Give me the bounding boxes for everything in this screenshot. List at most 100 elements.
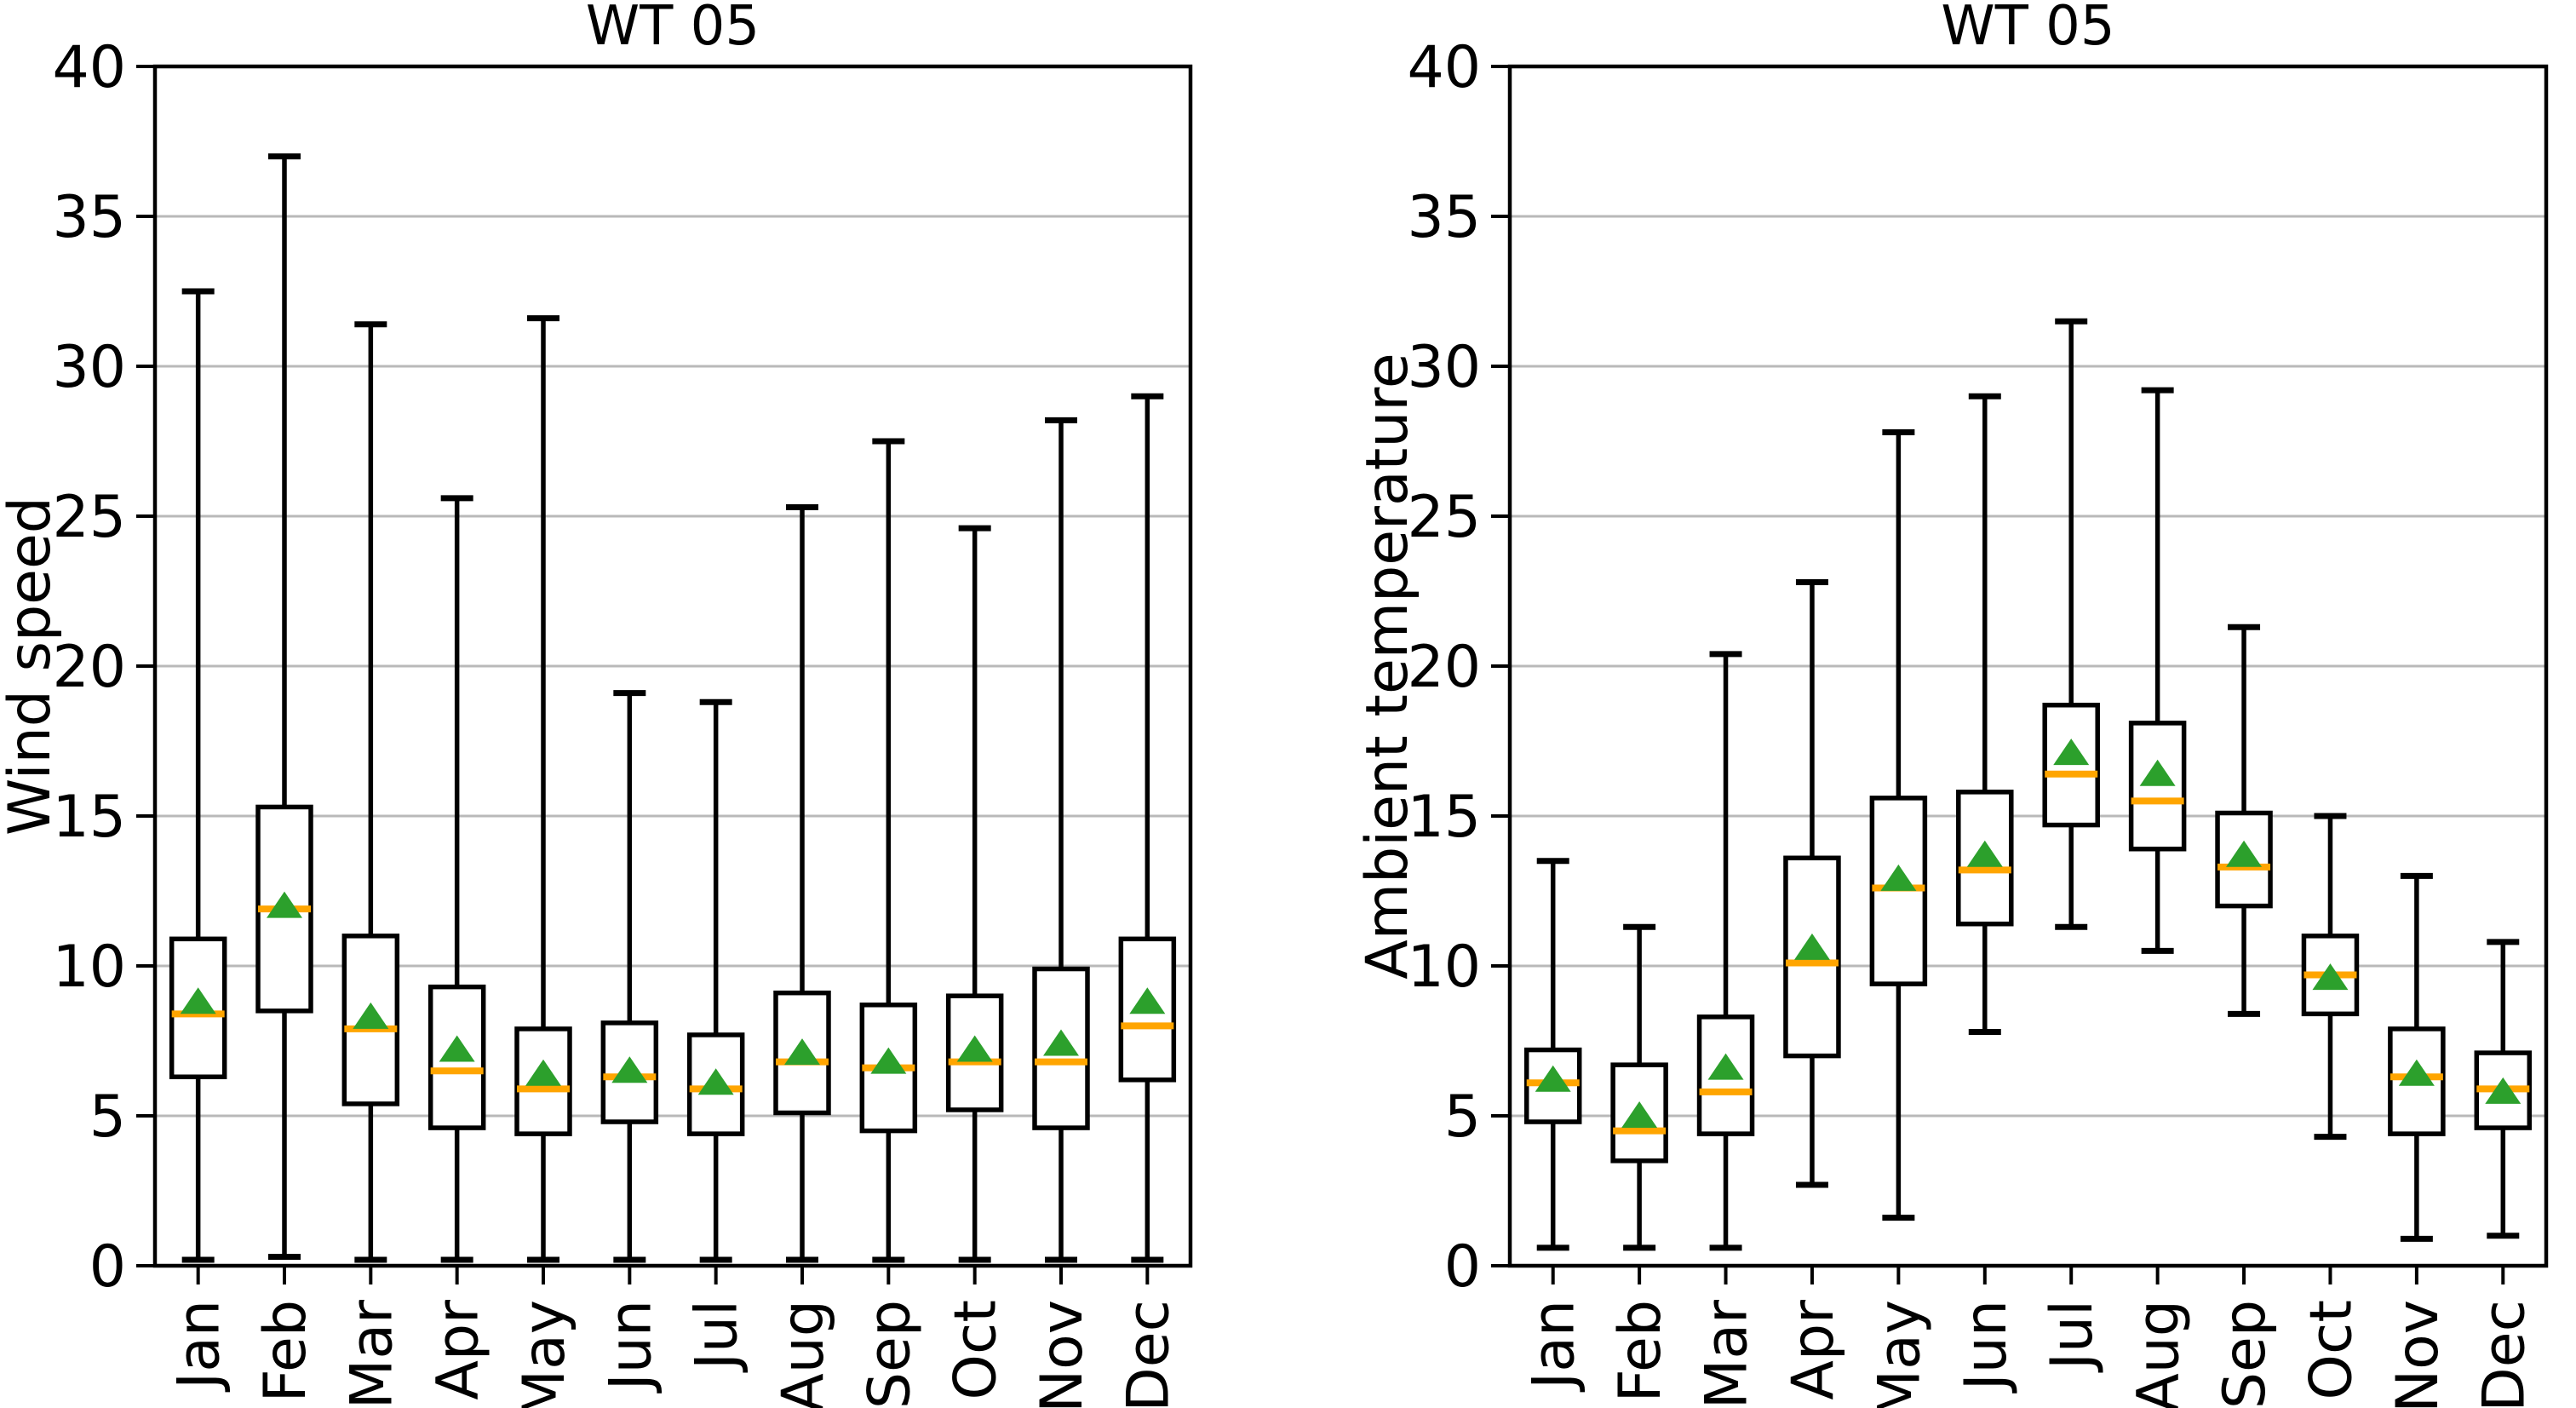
x-tick-label: Oct bbox=[2298, 1300, 2365, 1400]
mean-marker bbox=[439, 1035, 475, 1062]
box-whisker-jul bbox=[2042, 318, 2100, 930]
mean-marker bbox=[2312, 963, 2349, 991]
mean-marker bbox=[180, 987, 216, 1014]
x-tick-label: Jun bbox=[1953, 1300, 2020, 1394]
x-tick-label: May bbox=[1866, 1300, 1933, 1408]
box-whisker-jun bbox=[600, 690, 659, 1263]
mean-marker bbox=[267, 891, 302, 918]
mean-marker bbox=[784, 1038, 820, 1066]
x-tick-label: Mar bbox=[1694, 1300, 1761, 1408]
x-tick-label: Jan bbox=[1521, 1300, 1588, 1393]
ambient-temperature-subplot: 0 5 10 15 20 25 30 35 40 Jan Feb Mar Apr May Jun Jul Aug… bbox=[1354, 0, 2549, 1408]
mean-marker bbox=[1129, 987, 1166, 1014]
mean-marker bbox=[2398, 1059, 2435, 1086]
box-whisker-jun bbox=[1956, 393, 2014, 1035]
box-whisker-mar bbox=[1696, 651, 1755, 1251]
y-tick-label: 40 bbox=[1407, 34, 1481, 101]
axes-frame bbox=[152, 64, 1193, 1268]
box-whisker-apr bbox=[1783, 578, 1841, 1188]
plot-title: WT 05 bbox=[1941, 0, 2114, 58]
box-whisker-nov bbox=[1032, 417, 1090, 1263]
x-tick-label: Jun bbox=[597, 1300, 664, 1394]
box-whisker-feb bbox=[255, 153, 313, 1260]
x-tick-label: May bbox=[511, 1300, 578, 1408]
x-tick-label: Aug bbox=[770, 1300, 837, 1408]
mean-marker bbox=[1535, 1065, 1571, 1092]
y-tick-label: 15 bbox=[52, 784, 126, 851]
iqr-box bbox=[2042, 703, 2100, 828]
x-tick-label: Feb bbox=[252, 1300, 319, 1402]
iqr-box bbox=[2128, 721, 2187, 852]
mean-marker bbox=[1707, 1053, 1744, 1080]
x-tick-label: Dec bbox=[1115, 1300, 1182, 1408]
box-whisker-oct bbox=[945, 525, 1004, 1263]
box-whisker-sep bbox=[2215, 624, 2273, 1017]
y-tick-label: 35 bbox=[52, 184, 126, 251]
box-whisker-nov bbox=[2388, 872, 2446, 1242]
y-tick-label: 25 bbox=[52, 484, 126, 551]
x-tick-label: Nov bbox=[1029, 1300, 1096, 1408]
x-tick-label: Nov bbox=[2384, 1300, 2452, 1408]
box-whisker-dec bbox=[1118, 393, 1177, 1263]
y-tick-label: 5 bbox=[89, 1083, 126, 1151]
mean-marker bbox=[956, 1035, 993, 1062]
box-whisker-apr bbox=[427, 495, 486, 1263]
mean-marker bbox=[1966, 840, 2003, 867]
y-tick-label: 20 bbox=[52, 634, 126, 701]
x-tick-label: Feb bbox=[1607, 1300, 1674, 1402]
mean-marker bbox=[1043, 1029, 1079, 1056]
mean-marker bbox=[1793, 933, 1830, 960]
y-tick-label: 5 bbox=[1444, 1083, 1481, 1151]
y-tick-label: 20 bbox=[1407, 634, 1481, 701]
mean-marker bbox=[2053, 738, 2090, 766]
y-tick-label: 40 bbox=[52, 34, 126, 101]
x-tick-label: Jul bbox=[2039, 1300, 2106, 1373]
mean-marker bbox=[1621, 1101, 1658, 1128]
box-whisker-aug bbox=[2128, 387, 2187, 954]
x-tick-label: Sep bbox=[2212, 1300, 2279, 1408]
box-whisker-may bbox=[1869, 428, 1928, 1221]
mean-marker bbox=[1880, 864, 1917, 891]
mean-marker bbox=[697, 1068, 734, 1095]
x-tick-label: Aug bbox=[2126, 1300, 2193, 1408]
x-tick-label: Apr bbox=[1780, 1300, 1847, 1400]
box-whisker-jul bbox=[686, 698, 745, 1263]
x-tick-label: Jan bbox=[166, 1300, 233, 1393]
box-whisker-jan bbox=[1523, 858, 1582, 1251]
axes-frame bbox=[1507, 64, 2549, 1268]
y-tick-label: 0 bbox=[1444, 1233, 1481, 1301]
y-tick-label: 10 bbox=[52, 934, 126, 1001]
y-tick-label: 35 bbox=[1407, 184, 1481, 251]
y-axis-label: Wind speed bbox=[0, 497, 64, 836]
y-tick-label: 30 bbox=[52, 334, 126, 401]
y-tick-label: 10 bbox=[1407, 934, 1481, 1001]
mean-marker bbox=[611, 1056, 648, 1083]
y-tick-label: 30 bbox=[1407, 334, 1481, 401]
x-tick-label: Dec bbox=[2470, 1300, 2538, 1408]
mean-marker bbox=[525, 1059, 561, 1086]
wind-speed-subplot: 0 5 10 15 20 25 30 35 40 Jan Feb Mar Apr May Jun Jul Aug… bbox=[0, 0, 1193, 1408]
y-tick-label: 25 bbox=[1407, 484, 1481, 551]
mean-marker bbox=[2226, 840, 2263, 867]
y-tick-label: 0 bbox=[89, 1233, 126, 1301]
box-whisker-jan bbox=[169, 288, 227, 1263]
mean-marker bbox=[2139, 759, 2176, 786]
box-whisker-aug bbox=[773, 503, 831, 1263]
box-whisker-mar bbox=[341, 321, 400, 1263]
box-whisker-dec bbox=[2474, 939, 2533, 1239]
x-tick-label: Jul bbox=[684, 1300, 751, 1373]
plot-title: WT 05 bbox=[586, 0, 760, 58]
y-axis-label: Ambient temperature bbox=[1354, 353, 1421, 979]
box-whisker-may bbox=[514, 315, 572, 1263]
box-whisker-oct bbox=[2301, 813, 2360, 1141]
box-whisker-feb bbox=[1610, 923, 1668, 1251]
mean-marker bbox=[353, 1002, 389, 1029]
x-tick-label: Apr bbox=[425, 1300, 492, 1400]
x-tick-label: Oct bbox=[943, 1300, 1010, 1400]
mean-marker bbox=[870, 1047, 907, 1074]
y-tick-label: 15 bbox=[1407, 784, 1481, 851]
iqr-box bbox=[1783, 855, 1841, 1059]
